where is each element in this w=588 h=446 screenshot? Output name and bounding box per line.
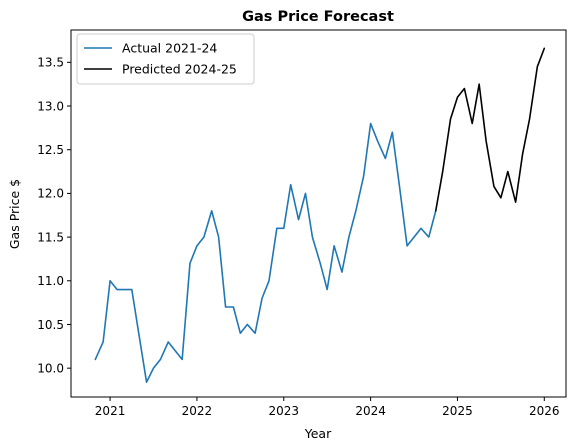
legend: Actual 2021-24 Predicted 2024-25 — [76, 33, 255, 85]
x-tick-label: 2021 — [95, 404, 126, 418]
x-axis-label: Year — [304, 426, 332, 441]
y-tick-label: 11.0 — [37, 274, 64, 288]
y-tick-label: 11.5 — [37, 230, 64, 244]
y-tick-label: 13.5 — [37, 56, 64, 70]
x-tick-label: 2024 — [355, 404, 386, 418]
y-axis-ticks: 10.0 10.5 11.0 11.5 12.0 12.5 13.0 13.5 — [37, 56, 71, 375]
x-tick-label: 2023 — [268, 404, 299, 418]
x-tick-label: 2022 — [182, 404, 213, 418]
y-tick-label: 12.5 — [37, 143, 64, 157]
series-line-1 — [434, 47, 546, 212]
y-axis-label: Gas Price $ — [7, 179, 22, 249]
chart-title: Gas Price Forecast — [242, 9, 394, 25]
x-tick-label: 2025 — [442, 404, 473, 418]
y-tick-label: 13.0 — [37, 99, 64, 113]
y-tick-label: 10.5 — [37, 318, 64, 332]
legend-label-actual: Actual 2021-24 — [122, 41, 217, 56]
x-axis-ticks: 2021 2022 2023 2024 2025 2026 — [95, 397, 560, 418]
series-line-0 — [94, 122, 437, 383]
y-tick-label: 12.0 — [37, 187, 64, 201]
legend-box — [76, 33, 255, 85]
y-tick-label: 10.0 — [37, 361, 64, 375]
legend-label-predicted: Predicted 2024-25 — [122, 62, 237, 77]
plot-frame — [70, 29, 567, 398]
plot-lines — [94, 47, 546, 383]
x-tick-label: 2026 — [529, 404, 560, 418]
